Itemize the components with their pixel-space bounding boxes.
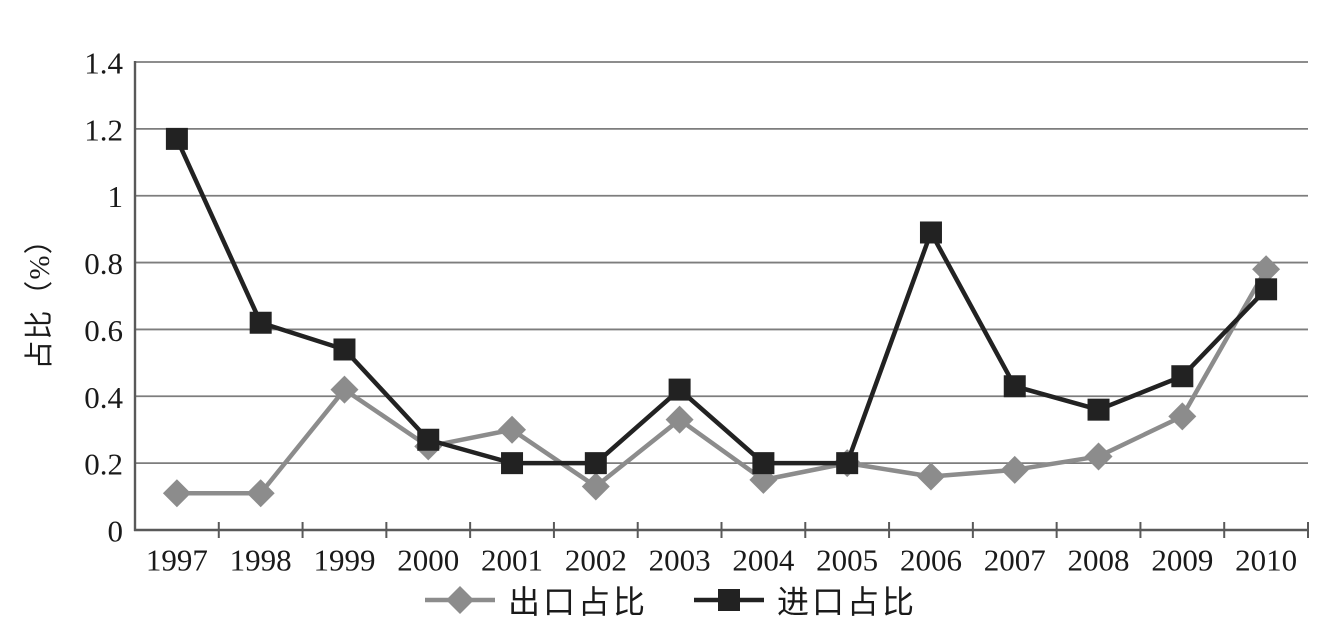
marker-square-import	[752, 452, 775, 475]
legend-item-export: 出口占比	[424, 577, 648, 623]
marker-diamond-export	[1168, 402, 1197, 431]
marker-square-import	[333, 338, 356, 361]
x-tick-label: 2009	[1151, 543, 1213, 578]
marker-diamond-export	[330, 375, 359, 404]
marker-diamond-export	[916, 462, 945, 491]
diamond-legend-marker-icon	[424, 586, 495, 614]
marker-diamond-export	[1000, 455, 1029, 484]
marker-diamond-export	[1084, 442, 1113, 471]
x-tick-label: 2007	[984, 543, 1046, 578]
x-tick-label: 2005	[816, 543, 878, 578]
legend-label-import: 进口占比	[777, 584, 918, 620]
series-line-import	[174, 137, 1268, 466]
legend-diamond-icon	[445, 586, 474, 614]
x-tick-label: 2004	[732, 543, 795, 578]
marker-square-import	[1087, 398, 1110, 421]
marker-diamond-export	[246, 479, 275, 508]
marker-diamond-export	[498, 415, 527, 444]
marker-diamond-export	[581, 472, 610, 501]
marker-square-import	[584, 452, 607, 475]
x-tick-label: 2003	[649, 543, 711, 578]
legend-label-export: 出口占比	[507, 584, 648, 620]
x-tick-label: 2000	[397, 543, 459, 578]
marker-diamond-export	[665, 405, 694, 434]
y-tick-label: 0.6	[84, 313, 123, 348]
marker-square-import	[1003, 375, 1026, 398]
square-legend-marker-icon	[694, 589, 764, 611]
y-tick-label: 0.2	[84, 447, 123, 482]
marker-square-import	[417, 428, 440, 451]
line-chart-plot: 0 0.2 0.4 0.6 0.8 1 1.2 1.4 1997 1998 1999 2000 2001…	[84, 46, 1309, 578]
y-tick-label: 0.4	[84, 380, 123, 415]
x-tick-label: 1999	[313, 543, 375, 578]
marker-square-import	[836, 452, 859, 475]
marker-square-import	[1255, 278, 1278, 301]
legend-square-icon	[718, 589, 740, 611]
marker-square-import	[668, 378, 691, 401]
x-tick-label: 2002	[565, 543, 627, 578]
y-tick-label: 1.4	[84, 46, 123, 81]
marker-square-import	[249, 311, 272, 334]
legend-item-import: 进口占比	[694, 577, 917, 623]
x-tick-label: 1997	[146, 543, 208, 578]
marker-diamond-export	[1252, 255, 1281, 284]
chart-legend: 出口占比 进口占比	[0, 577, 1342, 623]
marker-square-import	[165, 127, 188, 150]
marker-square-import	[919, 221, 942, 244]
y-tick-label: 1.2	[84, 112, 123, 147]
x-tick-label: 2008	[1068, 543, 1130, 578]
marker-square-import	[1171, 365, 1194, 388]
y-tick-label: 1	[108, 179, 124, 214]
marker-square-import	[501, 452, 524, 475]
y-tick-label: 0.8	[84, 246, 123, 281]
x-tick-label: 2006	[900, 543, 962, 578]
series-line-export	[176, 268, 1269, 496]
x-tick-label: 2001	[481, 543, 543, 578]
x-tick-label: 2010	[1235, 543, 1297, 578]
marker-diamond-export	[162, 479, 191, 508]
y-tick-label: 0	[108, 514, 124, 549]
x-tick-label: 1998	[230, 543, 292, 578]
